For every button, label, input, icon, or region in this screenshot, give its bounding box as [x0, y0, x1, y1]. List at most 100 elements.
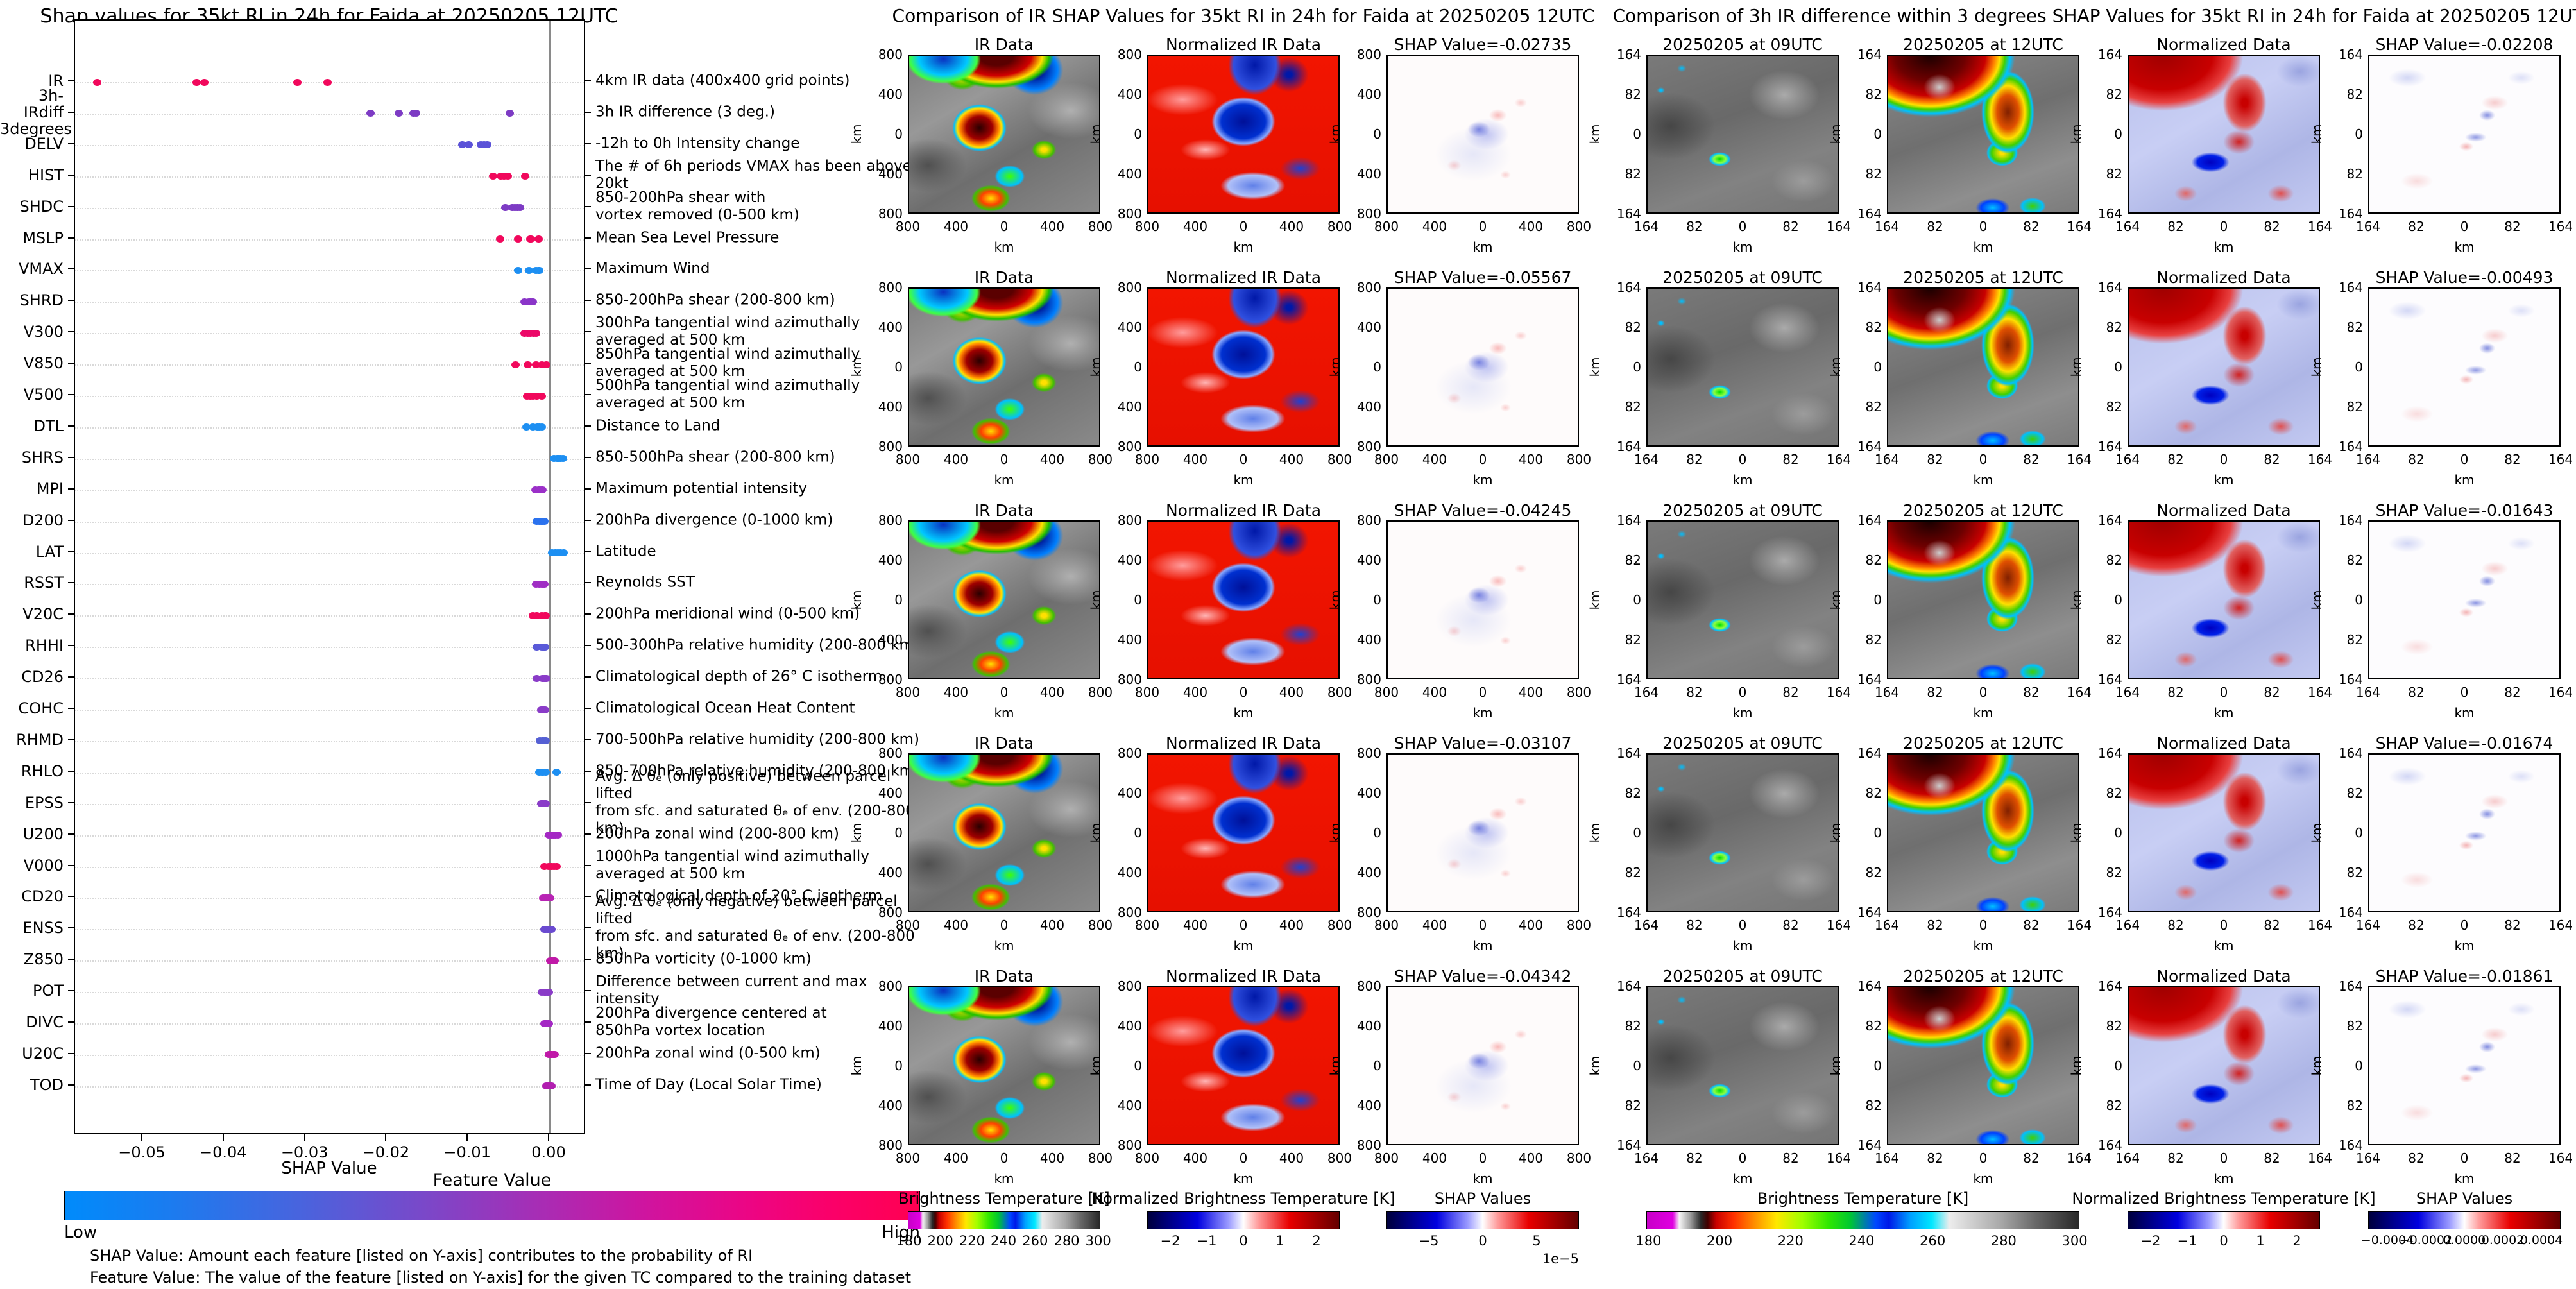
x-tick-label: 164: [2548, 1150, 2573, 1166]
x-tick-label: 0: [1979, 918, 1988, 933]
y-tick-label: 82: [1865, 399, 1882, 414]
y-tick-label: 164: [2097, 905, 2122, 920]
colorbar-tick: −2: [1160, 1233, 1181, 1249]
colorbar-tick: 280: [1053, 1233, 1080, 1249]
colorbar: [1386, 1211, 1579, 1229]
x-tick-label: 164: [2307, 219, 2333, 234]
xlabel: km: [2454, 239, 2475, 255]
x-tick-label: 0: [1000, 219, 1009, 234]
y-tick-label: 164: [1857, 1138, 1882, 1153]
colorbar: [2128, 1211, 2320, 1229]
shap-dot: [412, 110, 421, 117]
map-plot-gray12: [1887, 520, 2079, 679]
x-tick-label: 164: [2307, 452, 2333, 467]
xlabel: km: [2213, 472, 2234, 488]
y-tick-label: 0: [1373, 1058, 1381, 1073]
map-title: IR Data: [974, 501, 1034, 520]
y-tick-label: 82: [2346, 632, 2363, 647]
feature-label: LAT: [35, 542, 64, 561]
x-tick-label: 82: [2023, 1150, 2040, 1166]
x-tick-label: 82: [2167, 918, 2184, 933]
ylabel: km: [1327, 357, 1343, 377]
x-tick-label: 800: [1088, 918, 1113, 933]
y-tick-label: 164: [2338, 905, 2363, 920]
feature-description: -12h to 0h Intensity change: [595, 135, 800, 152]
xlabel: km: [2454, 938, 2475, 953]
x-tick-label: 82: [2167, 452, 2184, 467]
y-tick-label: 82: [2346, 320, 2363, 335]
x-tick-label: 82: [2167, 1150, 2184, 1166]
shap-dot: [540, 643, 549, 651]
y-tick-label: 164: [2097, 47, 2122, 62]
map-title: 20250205 at 09UTC: [1662, 501, 1823, 520]
colorbar-tick: 300: [1085, 1233, 1111, 1249]
y-tick-label: 0: [1633, 126, 1641, 142]
feature-gridline: [75, 458, 584, 460]
map-title: Normalized Data: [2156, 734, 2291, 753]
y-tick-label: 800: [1117, 905, 1142, 920]
y-tick-label: 400: [1356, 320, 1381, 335]
y-tick-label: 164: [2338, 672, 2363, 687]
xlabel: km: [994, 472, 1014, 488]
y-axis-tick: [68, 864, 74, 866]
feature-label: SHRD: [19, 291, 64, 310]
feature-description: 1000hPa tangential wind azimuthally aver…: [595, 848, 869, 882]
y-tick-label: 164: [1857, 280, 1882, 295]
feature-label: V20C: [22, 605, 64, 624]
x-tick-label: 82: [1782, 452, 1799, 467]
feature-description: 300hPa tangential wind azimuthally avera…: [595, 314, 860, 349]
feature-label: V300: [23, 323, 64, 341]
x-tick-label: 400: [1279, 452, 1304, 467]
y-tick-label: 800: [878, 978, 903, 994]
colorbar-tick: 240: [991, 1233, 1017, 1249]
x-tick-label: 164: [1826, 685, 1852, 700]
y-tick-label: 800: [1117, 439, 1142, 454]
ylabel: km: [1327, 823, 1343, 843]
y-tick-label: 82: [2346, 166, 2363, 182]
y-tick-label: 164: [2338, 206, 2363, 221]
y-tick-label: 400: [878, 399, 903, 414]
y-axis-tick: [68, 331, 74, 333]
y-tick-label: 0: [1134, 359, 1142, 375]
colorbar: [908, 1211, 1100, 1229]
x-tick-label: 164: [2115, 1150, 2140, 1166]
map-plot-normdiff: [2128, 520, 2320, 679]
y-axis-tick: [68, 1084, 74, 1086]
shap-dot: [92, 78, 101, 86]
map-plot-gray12: [1887, 287, 2079, 447]
y-tick-label: 82: [1625, 632, 1641, 647]
x-tick-label: 800: [1374, 918, 1399, 933]
x-tick-label: 82: [2023, 685, 2040, 700]
beeswarm-plot: [74, 19, 585, 1134]
xlabel: km: [1732, 1171, 1753, 1186]
shap-dot: [521, 173, 530, 180]
map-title: Normalized IR Data: [1165, 734, 1322, 753]
x-tick-label: 164: [1633, 1150, 1659, 1166]
x-tick-label: 82: [2408, 1150, 2425, 1166]
y-axis-tick: [68, 896, 74, 898]
y-tick-label: 800: [1117, 280, 1142, 295]
feature-gridline: [75, 960, 584, 962]
colorbar-tick: 1: [2256, 1233, 2265, 1249]
x-tick-label: 0: [1979, 219, 1988, 234]
xlabel: km: [1732, 705, 1753, 721]
y-tick-label: 82: [2106, 320, 2122, 335]
shap-dot: [528, 423, 537, 431]
y-tick-label: 164: [2338, 1138, 2363, 1153]
feature-description: Time of Day (Local Solar Time): [595, 1076, 822, 1093]
y-tick-label: 800: [1356, 746, 1381, 761]
feature-description: 700-500hPa relative humidity (200-800 km…: [595, 731, 919, 748]
y-tick-label: 82: [2106, 865, 2122, 880]
colorbar-tick: 280: [1990, 1233, 2017, 1249]
x-tick-label: 82: [2264, 452, 2280, 467]
y-tick-label: 82: [2106, 632, 2122, 647]
y-tick-label: 0: [894, 592, 903, 608]
x-tick-label: 400: [1518, 685, 1544, 700]
x-tick-label: 800: [1088, 219, 1113, 234]
y-axis-tick: [68, 425, 74, 427]
right-axis-tick: [585, 363, 591, 364]
y-tick-label: 164: [1616, 280, 1641, 295]
right-axis-tick: [585, 864, 591, 866]
map-plot-gray12: [1887, 986, 2079, 1145]
x-tick-label: 82: [1927, 918, 1943, 933]
